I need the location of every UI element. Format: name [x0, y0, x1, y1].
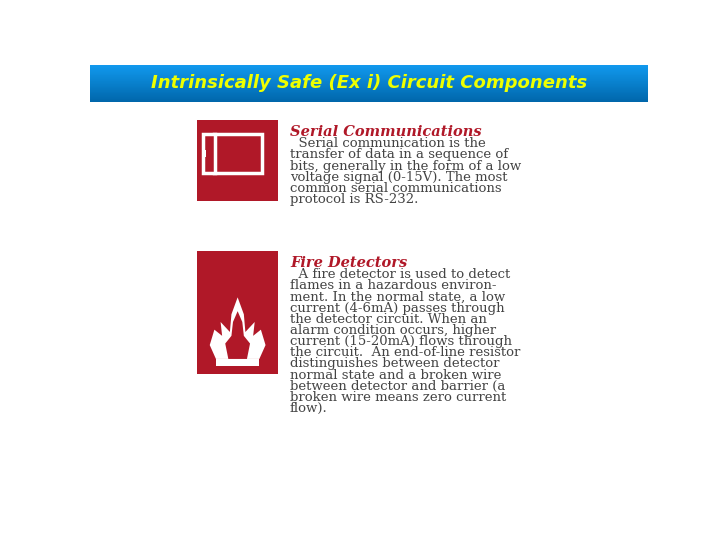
- Bar: [90, 75, 648, 76]
- Bar: [90, 68, 648, 69]
- Bar: [90, 80, 648, 81]
- Bar: [90, 77, 648, 78]
- Bar: [90, 89, 648, 90]
- Bar: [203, 134, 215, 173]
- Bar: [90, 72, 648, 73]
- Bar: [90, 95, 648, 96]
- Bar: [90, 79, 648, 80]
- Polygon shape: [225, 311, 250, 359]
- Bar: [90, 79, 648, 80]
- Bar: [90, 80, 648, 82]
- Bar: [90, 97, 648, 98]
- Bar: [90, 85, 648, 86]
- Bar: [90, 78, 648, 79]
- Bar: [90, 96, 648, 97]
- Text: current (15-20mA) flows through: current (15-20mA) flows through: [290, 335, 512, 348]
- Bar: [90, 84, 648, 85]
- Bar: [90, 86, 648, 87]
- Text: distinguishes between detector: distinguishes between detector: [290, 357, 500, 370]
- Text: Intrinsically Safe (Ex i) Circuit Components: Intrinsically Safe (Ex i) Circuit Compon…: [151, 75, 587, 92]
- Text: Serial Communications: Serial Communications: [290, 125, 482, 139]
- Text: common serial communications: common serial communications: [290, 182, 502, 195]
- Text: broken wire means zero current: broken wire means zero current: [290, 391, 506, 404]
- Bar: [90, 70, 648, 71]
- Bar: [90, 96, 648, 97]
- Bar: [90, 70, 648, 71]
- Bar: [90, 95, 648, 96]
- Text: Fire Detectors: Fire Detectors: [290, 256, 408, 270]
- Polygon shape: [210, 298, 266, 359]
- Bar: [90, 76, 648, 77]
- Bar: [90, 66, 648, 67]
- Bar: [90, 77, 648, 78]
- Bar: [90, 89, 648, 90]
- Bar: [90, 92, 648, 93]
- Bar: [90, 93, 648, 94]
- Bar: [90, 81, 648, 82]
- Bar: [90, 93, 648, 94]
- Text: bits, generally in the form of a low: bits, generally in the form of a low: [290, 159, 521, 172]
- Bar: [90, 76, 648, 77]
- Bar: [90, 101, 648, 102]
- Text: the circuit.  An end-of-line resistor: the circuit. An end-of-line resistor: [290, 346, 521, 359]
- Bar: [203, 150, 206, 157]
- Bar: [90, 75, 648, 76]
- Bar: [90, 86, 648, 87]
- Bar: [90, 100, 648, 101]
- Bar: [90, 83, 648, 84]
- Text: flow).: flow).: [290, 402, 328, 415]
- Bar: [90, 90, 648, 91]
- Bar: [90, 87, 648, 88]
- Bar: [90, 87, 648, 88]
- Bar: [90, 65, 648, 66]
- Bar: [90, 65, 648, 66]
- Bar: [90, 73, 648, 74]
- Bar: [90, 68, 648, 69]
- Text: normal state and a broken wire: normal state and a broken wire: [290, 369, 501, 382]
- Bar: [90, 100, 648, 101]
- Bar: [214, 134, 262, 173]
- Bar: [90, 73, 648, 75]
- Bar: [90, 83, 648, 84]
- Bar: [90, 85, 648, 86]
- Text: A fire detector is used to detect: A fire detector is used to detect: [290, 268, 510, 281]
- Bar: [90, 78, 648, 79]
- Bar: [90, 69, 648, 70]
- Bar: [90, 88, 648, 89]
- Bar: [90, 98, 648, 99]
- Bar: [216, 359, 259, 366]
- Text: the detector circuit. When an: the detector circuit. When an: [290, 313, 487, 326]
- Text: flames in a hazardous environ-: flames in a hazardous environ-: [290, 279, 497, 292]
- Bar: [197, 251, 279, 374]
- Bar: [90, 82, 648, 83]
- Bar: [90, 67, 648, 68]
- Bar: [90, 92, 648, 93]
- Text: between detector and barrier (a: between detector and barrier (a: [290, 380, 505, 393]
- Text: Serial communication is the: Serial communication is the: [290, 137, 486, 150]
- Bar: [90, 84, 648, 85]
- Bar: [90, 74, 648, 75]
- Bar: [90, 94, 648, 95]
- Text: ment. In the normal state, a low: ment. In the normal state, a low: [290, 291, 505, 303]
- Bar: [197, 120, 279, 201]
- Bar: [90, 90, 648, 91]
- Text: voltage signal (0-15V). The most: voltage signal (0-15V). The most: [290, 171, 508, 184]
- Bar: [90, 99, 648, 100]
- Bar: [90, 66, 648, 68]
- Text: current (4-6mA) passes through: current (4-6mA) passes through: [290, 301, 505, 315]
- Bar: [90, 98, 648, 99]
- Bar: [90, 91, 648, 92]
- Bar: [90, 99, 648, 100]
- Text: transfer of data in a sequence of: transfer of data in a sequence of: [290, 148, 508, 161]
- Bar: [90, 97, 648, 98]
- Bar: [90, 71, 648, 72]
- Bar: [90, 71, 648, 72]
- Text: protocol is RS-232.: protocol is RS-232.: [290, 193, 418, 206]
- Text: alarm condition occurs, higher: alarm condition occurs, higher: [290, 324, 496, 337]
